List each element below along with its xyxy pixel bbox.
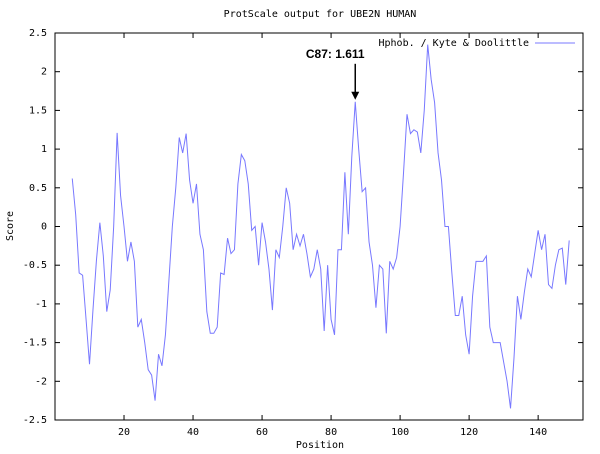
data-line <box>71 44 570 409</box>
y-tick-label: -2 <box>35 376 47 387</box>
y-tick-label: 1 <box>41 144 47 155</box>
y-tick-label: -1 <box>35 299 47 310</box>
chart-title: ProtScale output for UBE2N HUMAN <box>224 9 417 20</box>
y-tick-label: 2.5 <box>29 28 47 39</box>
x-tick-label: 100 <box>391 427 409 438</box>
y-tick-label: -0.5 <box>23 260 47 271</box>
legend-label: Hphob. / Kyte & Doolittle <box>378 38 529 49</box>
annotation-arrowhead <box>351 91 360 100</box>
x-tick-label: 40 <box>187 427 199 438</box>
y-tick-label: 2 <box>41 67 47 78</box>
x-tick-label: 20 <box>118 427 130 438</box>
x-tick-label: 140 <box>529 427 547 438</box>
annotation: C87: 1.611 <box>306 47 365 61</box>
y-tick-label: 0 <box>41 222 47 233</box>
y-tick-label: -1.5 <box>23 338 47 349</box>
y-tick-label: 1.5 <box>29 105 47 116</box>
y-tick-label: 0.5 <box>29 183 47 194</box>
x-axis-label: Position <box>296 440 344 451</box>
x-tick-label: 120 <box>460 427 478 438</box>
y-tick-label: -2.5 <box>23 415 47 426</box>
x-tick-label: 80 <box>325 427 337 438</box>
y-axis-label: Score <box>5 211 16 241</box>
x-tick-label: 60 <box>256 427 268 438</box>
